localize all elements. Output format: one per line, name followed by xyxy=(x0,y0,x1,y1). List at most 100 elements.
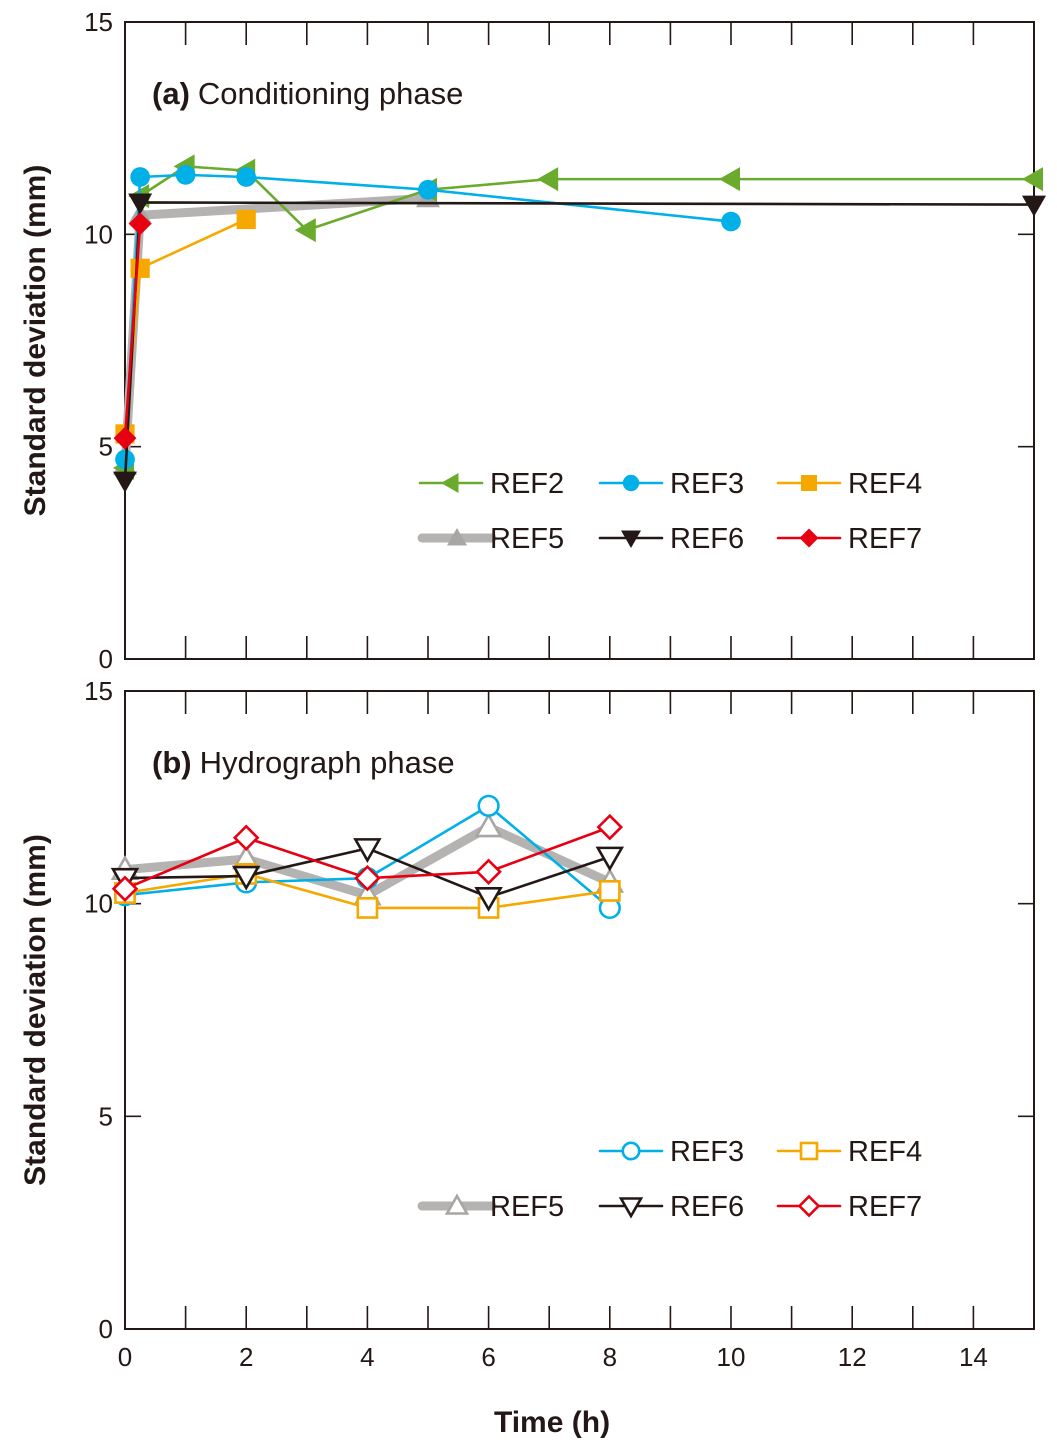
legend-marker xyxy=(441,473,459,493)
y-tick-label: 0 xyxy=(99,1314,113,1344)
point-ref7 xyxy=(232,824,260,851)
legend-label: REF6 xyxy=(670,1191,744,1223)
point-ref2 xyxy=(294,218,316,243)
legend-marker xyxy=(799,1141,819,1161)
point-ref2 xyxy=(1022,167,1043,192)
legend-marker xyxy=(621,530,641,548)
legend-label: REF3 xyxy=(670,1136,744,1168)
legend-item-ref5: REF5 xyxy=(417,1191,564,1223)
x-tick-label: 8 xyxy=(603,1342,617,1372)
legend-label: REF3 xyxy=(670,468,744,500)
panel-a-conditioning: 0 5 10 15 Standard deviation (mm) (a) Conditio… xyxy=(19,7,1046,674)
legend-label: REF5 xyxy=(490,1191,564,1223)
x-ticks xyxy=(184,691,975,1329)
point-ref5 xyxy=(474,812,503,838)
line-ref3 xyxy=(123,173,733,461)
point-ref6 xyxy=(113,471,137,493)
legend-item-ref3: REF3 xyxy=(598,1136,744,1168)
legend-item-ref4: REF4 xyxy=(776,1136,922,1168)
y-ticks xyxy=(125,902,1034,1118)
legend-item-ref7: REF7 xyxy=(776,1191,922,1223)
legend-label: REF5 xyxy=(490,523,564,555)
line-ref4 xyxy=(123,218,248,436)
point-ref3 xyxy=(130,167,150,187)
point-ref7 xyxy=(354,864,381,892)
point-ref7 xyxy=(475,858,502,886)
legend-item-ref6: REF6 xyxy=(598,523,744,555)
panel-title-text: Conditioning phase xyxy=(198,76,463,111)
point-ref6 xyxy=(474,886,503,912)
line-ref6 xyxy=(123,201,1036,482)
legend-item-ref3: REF3 xyxy=(598,468,744,500)
legend-marker xyxy=(618,1197,644,1219)
series-ref6 xyxy=(113,193,1046,493)
series-ref5 xyxy=(113,186,440,475)
y-tick-label: 10 xyxy=(84,219,113,249)
x-tick-label: 12 xyxy=(838,1342,867,1372)
series-group xyxy=(110,794,625,920)
legend-marker xyxy=(622,474,640,492)
legend-marker xyxy=(799,528,819,548)
legend-item-ref6: REF6 xyxy=(598,1191,744,1223)
y-tick-label: 5 xyxy=(99,432,113,462)
x-ticks xyxy=(184,22,975,659)
point-ref4 xyxy=(356,897,379,919)
legend-label: REF4 xyxy=(848,468,922,500)
series-group xyxy=(113,154,1046,493)
line-ref7 xyxy=(123,222,142,440)
point-ref4 xyxy=(236,209,256,230)
y-tick-label: 10 xyxy=(84,889,113,919)
plot-frame xyxy=(124,21,1035,660)
legend-label: REF7 xyxy=(848,1191,922,1223)
point-ref7 xyxy=(111,875,139,903)
legend-label: REF7 xyxy=(848,523,922,555)
legend-item-ref2: REF2 xyxy=(418,468,564,500)
x-tick-label: 10 xyxy=(717,1342,746,1372)
point-ref6 xyxy=(128,193,153,215)
x-tick-label: 14 xyxy=(959,1342,988,1372)
point-ref2 xyxy=(719,167,740,192)
point-ref6 xyxy=(1022,195,1046,217)
y-axis-title: Standard deviation (mm) xyxy=(19,165,52,517)
y-axis-title: Standard deviation (mm) xyxy=(19,834,52,1186)
panel-b-hydrograph: 0 5 10 15 0 2 4 6 8 10 12 14 Standard deviation (mm)… xyxy=(19,676,1035,1372)
legend-label: REF4 xyxy=(848,1136,922,1168)
legend-item-ref4: REF4 xyxy=(776,468,922,500)
point-ref7 xyxy=(128,212,152,236)
point-ref6 xyxy=(353,838,382,863)
point-ref6 xyxy=(231,865,261,891)
line-ref5 xyxy=(120,193,433,471)
point-ref3 xyxy=(175,165,196,185)
y-tick-label: 0 xyxy=(99,644,113,674)
legend-item-ref5: REF5 xyxy=(417,523,564,555)
point-ref3 xyxy=(236,167,257,187)
panel-title-text: Hydrograph phase xyxy=(200,745,455,780)
legend-marker xyxy=(621,1141,641,1161)
point-ref3 xyxy=(418,179,438,200)
series-ref7 xyxy=(111,813,624,903)
panel-title-prefix: (a) xyxy=(152,76,190,111)
x-tick-label: 6 xyxy=(481,1342,495,1372)
legend-marker xyxy=(444,1193,470,1215)
series-ref6 xyxy=(110,838,625,912)
plot-frame xyxy=(124,690,1035,1330)
y-tick-label: 15 xyxy=(84,7,113,37)
y-tick-label: 5 xyxy=(99,1101,113,1131)
panel-title-prefix: (b) xyxy=(152,745,192,780)
point-ref2 xyxy=(537,167,559,192)
series-ref7 xyxy=(113,212,152,450)
point-ref4 xyxy=(598,880,621,902)
x-tick-label: 4 xyxy=(360,1342,374,1372)
point-ref6 xyxy=(595,846,625,872)
legend: REF2 REF3 REF4 REF5 REF6 REF7 xyxy=(417,468,922,555)
legend-marker xyxy=(447,528,467,546)
legend-marker xyxy=(801,475,817,491)
x-tick-label: 2 xyxy=(239,1342,253,1372)
x-tick-label: 0 xyxy=(118,1342,132,1372)
panel-title: (a) Conditioning phase xyxy=(152,76,463,111)
panel-title: (b) Hydrograph phase xyxy=(152,745,455,780)
point-ref7 xyxy=(113,426,137,450)
point-ref4 xyxy=(130,258,150,278)
legend: REF3 REF4 REF5 REF6 REF7 xyxy=(417,1136,922,1223)
